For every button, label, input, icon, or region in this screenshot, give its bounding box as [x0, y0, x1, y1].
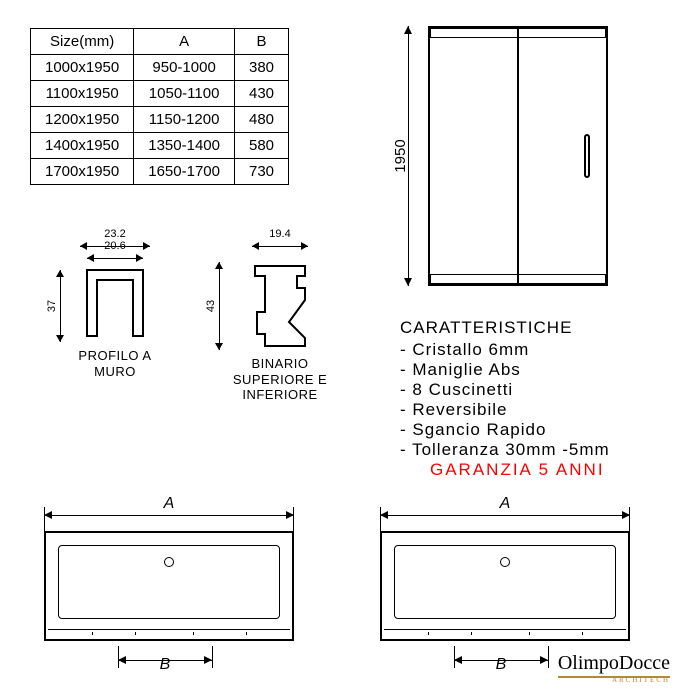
warranty-text: GARANZIA 5 ANNI: [430, 460, 610, 480]
characteristic-item: Sgancio Rapido: [400, 420, 610, 440]
characteristic-item: 8 Cuscinetti: [400, 380, 610, 400]
table-cell: 950-1000: [134, 55, 235, 81]
dim-a-left: A: [44, 505, 294, 523]
profile-sections: 23.2 20.6 37 PROFILO A MURO 19.4 43: [40, 240, 370, 410]
dim-b-left: B: [118, 652, 212, 670]
tray-right: [380, 531, 630, 641]
table-cell: 1350-1400: [134, 133, 235, 159]
door-height-value: 1950: [392, 139, 409, 172]
table-cell: 730: [234, 159, 288, 185]
wall-profile-label: PROFILO A MURO: [60, 348, 170, 379]
table-cell: 1000x1950: [31, 55, 134, 81]
wall-dim-inner: 20.6: [87, 240, 143, 252]
dim-a-label: A: [44, 495, 294, 513]
rail-profile-svg: [235, 262, 325, 350]
dim-b-label-r: B: [454, 656, 548, 674]
th-size: Size(mm): [31, 29, 134, 55]
table-cell: 1200x1950: [31, 107, 134, 133]
tray-left: [44, 531, 294, 641]
wall-dim-height: 37: [46, 300, 58, 312]
wall-dim-outer: 23.2: [80, 228, 150, 240]
wall-profile: 23.2 20.6 37 PROFILO A MURO: [60, 240, 170, 379]
table-cell: 1700x1950: [31, 159, 134, 185]
size-table: Size(mm) A B 1000x1950950-10003801100x19…: [30, 28, 289, 185]
rail-dim-height: 43: [205, 300, 217, 312]
table-row: 1100x19501050-1100430: [31, 81, 289, 107]
table-cell: 1400x1950: [31, 133, 134, 159]
characteristic-item: Maniglie Abs: [400, 360, 610, 380]
dim-b-right: B: [454, 652, 548, 670]
table-cell: 1650-1700: [134, 159, 235, 185]
logo-name: OlimpoDocce: [558, 652, 670, 674]
table-cell: 1150-1200: [134, 107, 235, 133]
table-cell: 480: [234, 107, 288, 133]
plan-view-right: A B: [380, 505, 630, 670]
table-row: 1000x1950950-1000380: [31, 55, 289, 81]
th-a: A: [134, 29, 235, 55]
door-front-view: 1950: [428, 26, 608, 286]
table-row: 1200x19501150-1200480: [31, 107, 289, 133]
door-height-dimension: 1950: [394, 26, 424, 286]
rail-profile: 19.4 43 BINARIO SUPERIORE E INFERIORE: [215, 240, 345, 403]
rail-dim-width: 19.4: [252, 228, 308, 240]
table-row: 1400x19501350-1400580: [31, 133, 289, 159]
characteristics-title: CARATTERISTICHE: [400, 318, 610, 338]
table-cell: 1100x1950: [31, 81, 134, 107]
characteristics: CARATTERISTICHE Cristallo 6mmManiglie Ab…: [400, 318, 610, 480]
table-cell: 1050-1100: [134, 81, 235, 107]
th-b: B: [234, 29, 288, 55]
dim-a-right: A: [380, 505, 630, 523]
dim-a-label-r: A: [380, 495, 630, 513]
door-handle: [584, 134, 590, 178]
characteristic-item: Tolleranza 30mm -5mm: [400, 440, 610, 460]
plan-view-left: A B: [44, 505, 294, 670]
table-cell: 430: [234, 81, 288, 107]
table-cell: 580: [234, 133, 288, 159]
logo-sub: ARCHITECH: [558, 676, 670, 684]
dim-b-label: B: [118, 656, 212, 674]
rail-profile-label: BINARIO SUPERIORE E INFERIORE: [215, 356, 345, 403]
table-row: 1700x19501650-1700730: [31, 159, 289, 185]
characteristic-item: Cristallo 6mm: [400, 340, 610, 360]
brand-logo: OlimpoDocce ARCHITECH: [558, 652, 670, 684]
table-cell: 380: [234, 55, 288, 81]
characteristic-item: Reversibile: [400, 400, 610, 420]
wall-profile-svg: [75, 264, 155, 342]
